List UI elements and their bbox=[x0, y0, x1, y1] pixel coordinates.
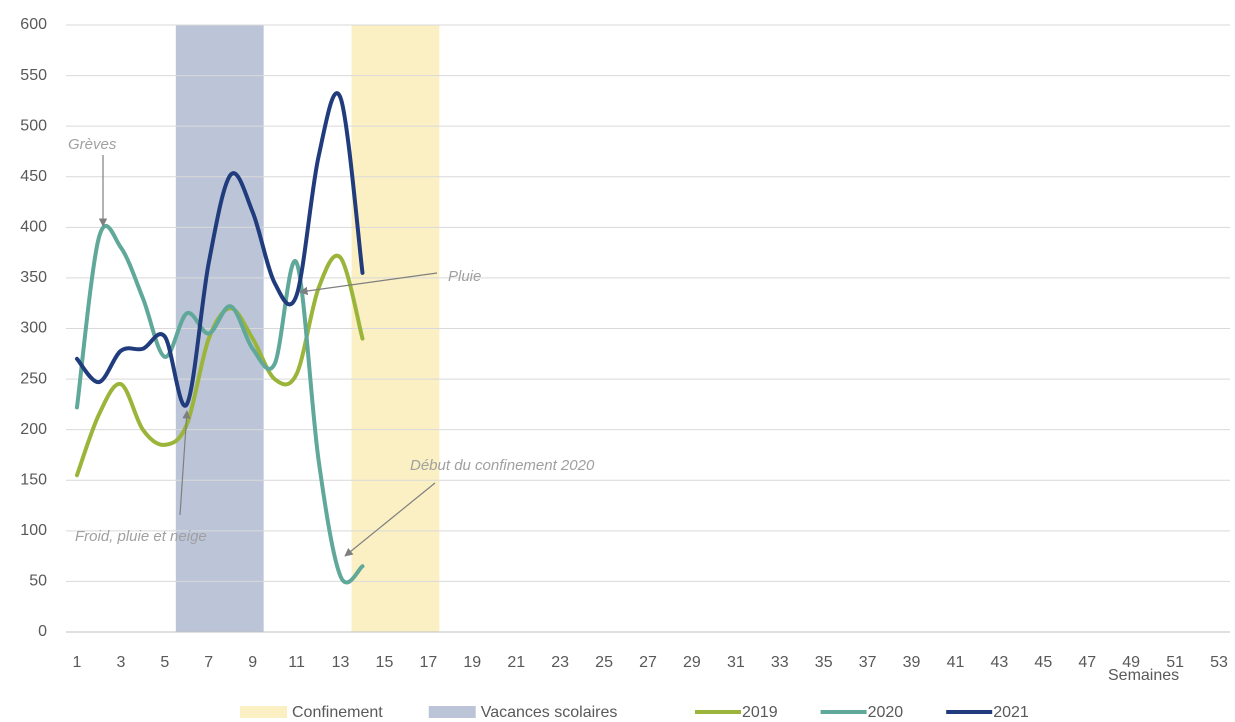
x-tick-label: 37 bbox=[859, 654, 877, 671]
legend-label: Vacances scolaires bbox=[481, 704, 618, 721]
y-tick-label: 200 bbox=[20, 421, 47, 438]
legend-label: 2019 bbox=[742, 704, 778, 721]
y-tick-label: 0 bbox=[38, 623, 47, 640]
x-tick-label: 33 bbox=[771, 654, 789, 671]
x-tick-label: 19 bbox=[463, 654, 481, 671]
legend-swatch bbox=[428, 706, 476, 718]
line-series bbox=[74, 223, 365, 585]
x-tick-label: 27 bbox=[639, 654, 657, 671]
x-tick-label: 25 bbox=[595, 654, 613, 671]
legend-label: Confinement bbox=[292, 704, 383, 721]
x-axis-label: Semaines bbox=[1108, 667, 1179, 684]
x-tick-label: 3 bbox=[116, 654, 125, 671]
annotation: Froid, pluie et neige bbox=[75, 528, 207, 545]
line-series bbox=[74, 91, 365, 408]
x-tick-label: 43 bbox=[990, 654, 1008, 671]
x-tick-label: 47 bbox=[1078, 654, 1096, 671]
x-tick-label: 41 bbox=[947, 654, 965, 671]
annotation: Grèves bbox=[68, 136, 117, 153]
annotation-arrow bbox=[299, 272, 438, 296]
x-tick-label: 23 bbox=[551, 654, 569, 671]
x-tick-label: 39 bbox=[903, 654, 921, 671]
x-tick-label: 49 bbox=[1122, 654, 1140, 671]
y-tick-label: 550 bbox=[20, 67, 47, 84]
x-tick-label: 13 bbox=[332, 654, 350, 671]
x-tick-label: 31 bbox=[727, 654, 745, 671]
x-tick-label: 7 bbox=[204, 654, 213, 671]
x-tick-label: 29 bbox=[683, 654, 701, 671]
y-tick-label: 600 bbox=[20, 16, 47, 33]
x-tick-label: 1 bbox=[73, 654, 82, 671]
y-tick-label: 100 bbox=[20, 522, 47, 539]
y-tick-label: 500 bbox=[20, 117, 47, 134]
y-tick-label: 250 bbox=[20, 370, 47, 387]
y-tick-label: 450 bbox=[20, 168, 47, 185]
y-tick-label: 350 bbox=[20, 269, 47, 286]
x-tick-label: 9 bbox=[248, 654, 257, 671]
x-tick-label: 45 bbox=[1034, 654, 1052, 671]
y-tick-label: 400 bbox=[20, 219, 47, 236]
x-tick-label: 17 bbox=[419, 654, 437, 671]
y-tick-label: 150 bbox=[20, 471, 47, 488]
annotation: Pluie bbox=[448, 268, 481, 285]
x-tick-label: 35 bbox=[815, 654, 833, 671]
annotation-arrow bbox=[344, 482, 436, 557]
x-tick-label: 21 bbox=[507, 654, 525, 671]
x-tick-label: 11 bbox=[288, 654, 305, 671]
annotation-arrow bbox=[179, 410, 191, 516]
x-tick-label: 53 bbox=[1210, 654, 1228, 671]
y-tick-label: 300 bbox=[20, 320, 47, 337]
legend-swatch bbox=[240, 706, 287, 718]
x-tick-label: 51 bbox=[1166, 654, 1184, 671]
annotation: Début du confinement 2020 bbox=[410, 457, 595, 474]
y-tick-label: 50 bbox=[29, 573, 47, 590]
x-tick-label: 5 bbox=[160, 654, 169, 671]
x-tick-label: 15 bbox=[376, 654, 394, 671]
legend-label: 2021 bbox=[993, 704, 1029, 721]
legend-label: 2020 bbox=[868, 704, 904, 721]
